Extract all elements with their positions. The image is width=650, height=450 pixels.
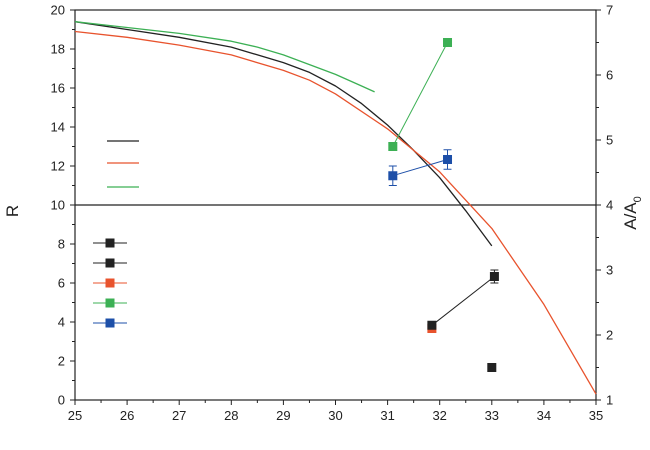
- y-right-axis-title-subscript: 0: [632, 196, 644, 202]
- y-left-tick-label: 0: [58, 393, 65, 408]
- data-point-5: [487, 363, 497, 372]
- y-left-tick-label: 10: [51, 198, 65, 213]
- data-point-4: [489, 272, 499, 281]
- y-right-axis-title: A/A0: [621, 196, 644, 230]
- x-tick-label: 31: [380, 408, 394, 423]
- x-tick-label: 30: [328, 408, 342, 423]
- x-tick-label: 29: [276, 408, 290, 423]
- series-line-2: [74, 30, 597, 395]
- data-point-2: [443, 155, 453, 164]
- y-left-tick-label: 14: [51, 120, 65, 135]
- y-left-tick-label: 12: [51, 159, 65, 174]
- x-tick-label: 27: [172, 408, 186, 423]
- data-point-4: [427, 320, 437, 330]
- legend-marker-4: [105, 298, 115, 308]
- y-right-tick-label: 3: [606, 263, 613, 278]
- y-left-tick-label: 6: [58, 276, 65, 291]
- point-series-connector-4: [431, 276, 495, 326]
- series-line-1: [74, 21, 493, 247]
- y-left-tick-label: 18: [51, 42, 65, 57]
- x-tick-label: 28: [224, 408, 238, 423]
- y-left-tick-label: 16: [51, 81, 65, 96]
- y-left-tick-label: 4: [58, 315, 65, 330]
- x-tick-label: 33: [485, 408, 499, 423]
- x-tick-label: 34: [537, 408, 551, 423]
- y-right-axis-title-main: A/A: [621, 202, 640, 230]
- y-right-tick-label: 2: [606, 328, 613, 343]
- y-left-axis-title: R: [3, 205, 22, 217]
- legend-marker-2: [105, 258, 115, 268]
- point-series-connector-2: [392, 159, 448, 177]
- series-line-3: [74, 21, 375, 93]
- x-tick-label: 35: [589, 408, 603, 423]
- y-right-tick-label: 4: [606, 198, 613, 213]
- x-tick-label: 25: [68, 408, 82, 423]
- legend-marker-3: [105, 278, 115, 288]
- y-right-tick-label: 5: [606, 133, 613, 148]
- x-tick-label: 32: [432, 408, 446, 423]
- legend-marker-5: [105, 318, 115, 328]
- plot-layer: 25 26 27 28 29 30 31 32 33 34 35024681012141618201…: [3, 3, 644, 424]
- y-right-tick-label: 6: [606, 68, 613, 83]
- y-left-tick-label: 2: [58, 354, 65, 369]
- y-left-tick-label: 20: [51, 3, 65, 18]
- data-point-1: [443, 38, 453, 47]
- x-tick-label: 26: [120, 408, 134, 423]
- data-point-2: [388, 171, 398, 181]
- data-point-1: [388, 142, 398, 151]
- y-right-tick-label: 1: [606, 393, 613, 408]
- y-right-tick-label: 7: [606, 3, 613, 18]
- legend-marker-1: [105, 238, 115, 248]
- point-series-connector-1: [392, 42, 448, 147]
- y-left-tick-label: 8: [58, 237, 65, 252]
